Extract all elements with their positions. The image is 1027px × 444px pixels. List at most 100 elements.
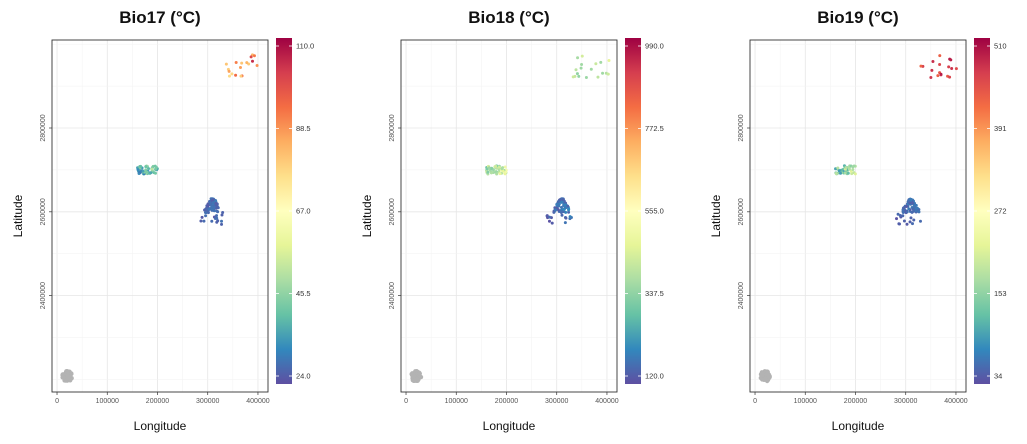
- data-point: [206, 211, 210, 215]
- data-point: [149, 171, 153, 175]
- y-tick-label: 2600000: [389, 198, 396, 225]
- data-point: [239, 74, 243, 78]
- data-point: [938, 54, 942, 58]
- data-point: [766, 374, 772, 380]
- data-point: [202, 219, 206, 223]
- data-point: [216, 206, 220, 210]
- data-point: [918, 219, 922, 223]
- chart-title: Bio19 (°C): [817, 8, 898, 27]
- colorbar-tick-label: 510: [994, 42, 1007, 51]
- chart-title: Bio17 (°C): [119, 8, 200, 27]
- data-point: [230, 72, 234, 76]
- data-point: [65, 375, 71, 381]
- data-point: [931, 59, 935, 63]
- colorbar-tick-label: 34: [994, 372, 1002, 381]
- data-point: [580, 62, 584, 66]
- data-point: [564, 216, 568, 220]
- data-point: [500, 167, 504, 171]
- data-point: [564, 206, 568, 210]
- data-point: [559, 205, 563, 209]
- y-tick-label: 2400000: [389, 282, 396, 309]
- data-point: [503, 165, 507, 169]
- data-point: [584, 76, 588, 80]
- y-tick-label: 2600000: [40, 198, 47, 225]
- data-point: [594, 62, 598, 66]
- data-point: [494, 164, 498, 168]
- data-point: [929, 76, 933, 80]
- colorbar: [974, 38, 990, 384]
- data-point: [580, 54, 584, 58]
- data-point: [601, 71, 605, 75]
- data-point: [211, 201, 215, 205]
- data-point: [227, 69, 231, 73]
- colorbar-tick-label: 153: [994, 289, 1007, 298]
- data-point: [834, 167, 838, 171]
- data-point: [252, 54, 256, 58]
- data-point: [844, 166, 848, 170]
- data-point: [902, 206, 906, 210]
- x-tick-label: 100000: [445, 398, 468, 405]
- y-tick-label: 2600000: [738, 198, 745, 225]
- data-point: [215, 220, 219, 224]
- data-point: [837, 169, 841, 173]
- data-point: [144, 168, 148, 172]
- data-point: [206, 204, 210, 208]
- data-point: [227, 74, 231, 78]
- data-point: [560, 213, 564, 217]
- data-point: [579, 66, 583, 70]
- data-point: [210, 219, 214, 223]
- data-point: [417, 371, 422, 376]
- data-point: [221, 210, 225, 214]
- x-tick-label: 400000: [595, 398, 618, 405]
- y-tick-label: 2800000: [40, 114, 47, 141]
- data-point: [563, 203, 567, 207]
- data-point: [205, 207, 209, 211]
- data-point: [220, 222, 224, 226]
- data-point: [905, 222, 909, 226]
- x-tick-label: 300000: [894, 398, 917, 405]
- data-point: [203, 210, 207, 214]
- data-point: [577, 74, 581, 78]
- data-point: [954, 67, 958, 71]
- data-point: [847, 167, 851, 171]
- y-axis-label: Latitude: [11, 194, 25, 237]
- plot-background: [52, 40, 268, 392]
- x-tick-label: 0: [753, 398, 757, 405]
- data-point: [220, 213, 224, 217]
- data-point: [150, 167, 154, 171]
- data-point: [220, 219, 224, 223]
- x-axis-label: Longitude: [832, 419, 885, 433]
- data-point: [596, 75, 600, 79]
- x-tick-label: 100000: [96, 398, 119, 405]
- x-tick-label: 0: [55, 398, 59, 405]
- data-point: [905, 210, 909, 214]
- data-point: [560, 200, 564, 204]
- data-point: [504, 170, 508, 174]
- data-point: [556, 200, 560, 204]
- data-point: [573, 74, 577, 78]
- plot-border: [51, 39, 269, 393]
- data-point: [902, 219, 906, 223]
- data-point: [607, 59, 611, 63]
- data-point: [137, 170, 141, 174]
- data-point: [489, 171, 493, 175]
- data-point: [486, 170, 490, 174]
- data-point: [490, 166, 494, 170]
- y-tick-label: 2400000: [40, 282, 47, 309]
- data-point: [563, 221, 567, 225]
- data-point: [589, 67, 593, 71]
- y-axis-label: Latitude: [709, 194, 723, 237]
- y-tick-label: 2800000: [389, 114, 396, 141]
- data-point: [215, 214, 219, 218]
- data-point: [567, 208, 571, 212]
- data-point: [905, 204, 909, 208]
- chart-panel-2: 0 100000 200000 300000 400000 2400000 2600000 2…: [360, 8, 664, 433]
- x-tick-label: 400000: [944, 398, 967, 405]
- colorbar-tick-label: 391: [994, 124, 1007, 133]
- data-point: [908, 220, 912, 224]
- data-point: [938, 63, 942, 67]
- data-point: [930, 68, 934, 72]
- x-tick-label: 300000: [196, 398, 219, 405]
